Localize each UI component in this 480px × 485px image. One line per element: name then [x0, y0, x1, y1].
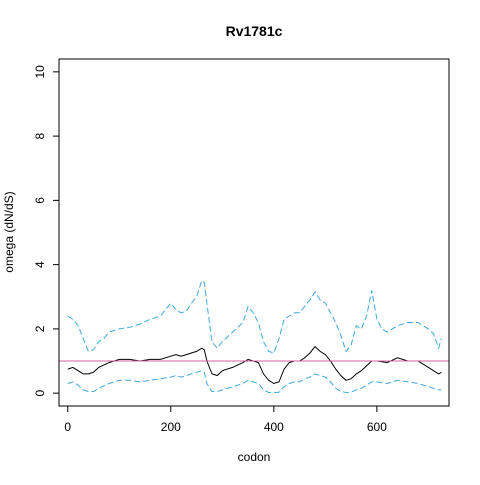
y-tick-label-6: 6 [33, 197, 47, 204]
y-tick-label-0: 0 [33, 389, 47, 396]
y-tick-label-10: 10 [33, 65, 47, 79]
chart-title: Rv1781c [226, 23, 283, 39]
plot-area [59, 279, 449, 394]
x-tick-label-600: 600 [367, 420, 387, 434]
x-tick-label-400: 400 [264, 420, 284, 434]
y-tick-label-8: 8 [33, 132, 47, 139]
y-tick-label-2: 2 [33, 325, 47, 332]
x-axis-label: codon [238, 450, 271, 464]
y-tick-label-4: 4 [33, 261, 47, 268]
series-lower-bound [67, 370, 442, 394]
x-tick-label-200: 200 [161, 420, 181, 434]
y-axis-label: omega (dN/dS) [2, 191, 16, 272]
x-tick-label-0: 0 [64, 420, 71, 434]
